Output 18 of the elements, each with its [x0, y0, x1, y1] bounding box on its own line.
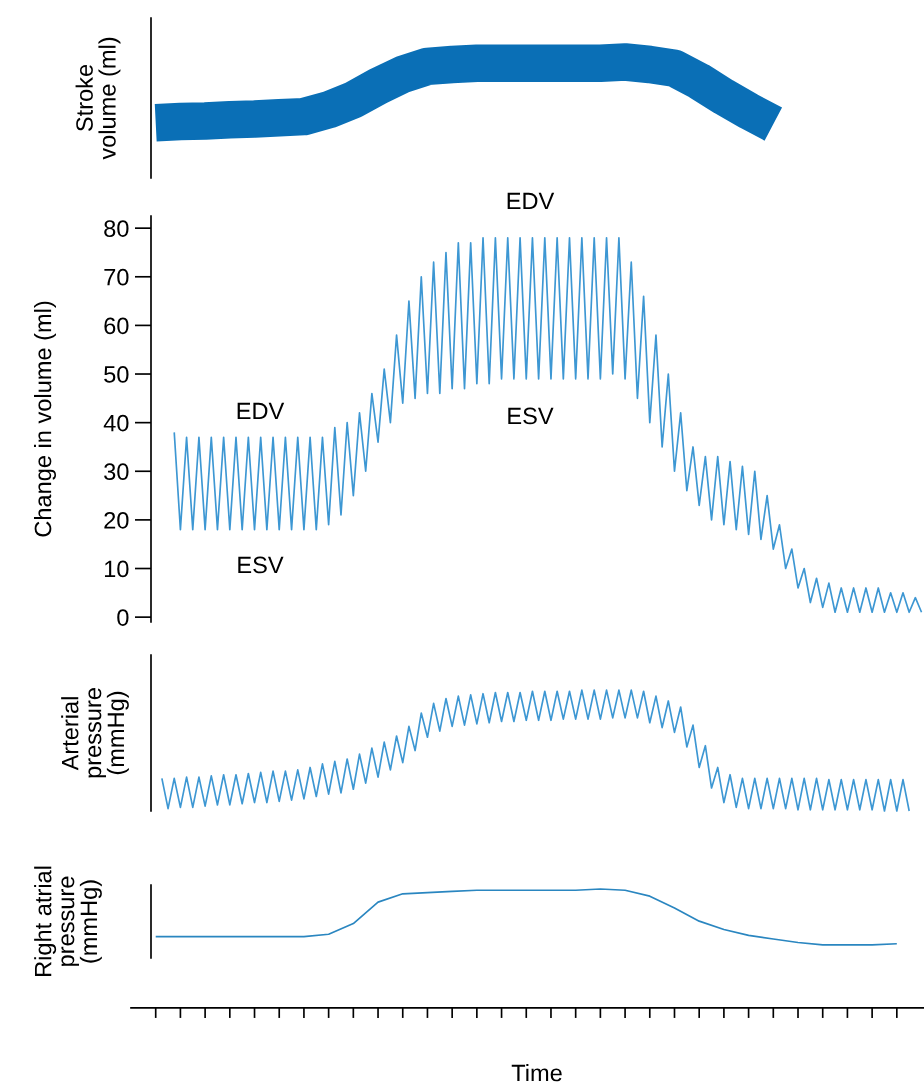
y-axis-title: Arterial pressure (mmHg) — [61, 688, 129, 778]
y-tick-label: 70 — [104, 268, 129, 286]
y-tick-label: 0 — [117, 609, 129, 626]
y-axis-title: Stroke volume (ml) — [75, 37, 121, 160]
annotation: ESV — [508, 407, 554, 425]
y-tick-label: 60 — [104, 317, 129, 335]
y-tick-label: 20 — [104, 511, 129, 529]
y-axis-title: Right atrial pressure (mmHg) — [34, 866, 102, 976]
y-tick-label: 10 — [104, 560, 129, 578]
text: EDV — [507, 192, 555, 210]
y-tick-label: 50 — [104, 366, 129, 383]
y-tick-label: 80 — [104, 220, 129, 237]
y-tick-label: 40 — [103, 414, 129, 432]
annotation: ESV — [238, 556, 284, 574]
x-axis-title: Time — [511, 1063, 562, 1082]
y-tick-label: 30 — [104, 463, 129, 481]
y-axis-title: Change in volume (ml) — [34, 301, 56, 537]
annotation: EDV — [237, 402, 285, 420]
